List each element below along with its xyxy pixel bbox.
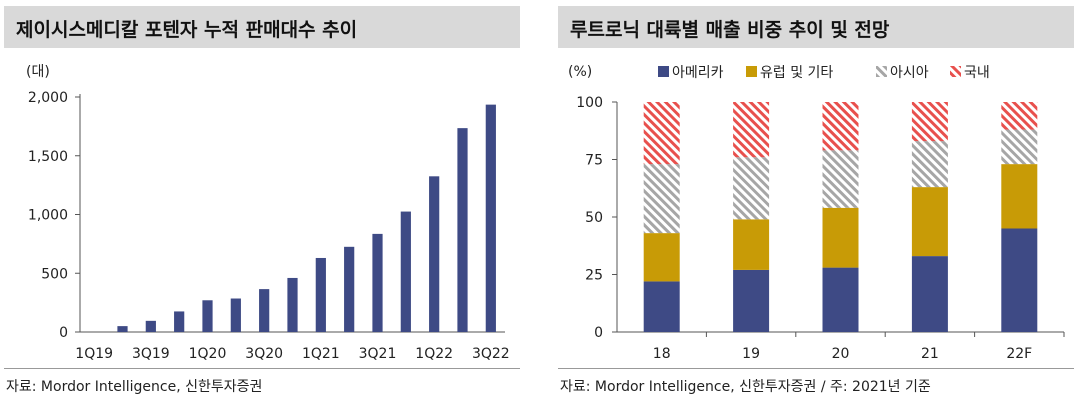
right-bar-22F-2 — [1001, 129, 1038, 165]
legend-swatch-1 — [746, 66, 757, 77]
left-ytick-label: 1,000 — [28, 208, 68, 224]
left-bar-2Q22 — [457, 128, 468, 332]
left-bar-4Q20 — [287, 277, 298, 332]
right-bar-20-3 — [822, 102, 859, 151]
left-xtick-label: 1Q22 — [415, 346, 453, 362]
right-xtick-label: 19 — [742, 346, 760, 362]
left-xtick-label: 3Q21 — [359, 346, 397, 362]
left-unit-label: (대) — [26, 64, 50, 80]
left-bar-4Q19 — [174, 311, 185, 332]
right-bar-20-1 — [822, 207, 859, 268]
left-bar-1Q21 — [315, 257, 326, 332]
left-bar-1Q20 — [202, 300, 213, 332]
left-xtick-label: 3Q19 — [132, 346, 170, 362]
right-bar-18-0 — [643, 281, 680, 332]
right-title-bar: 루트로닉 대륙별 매출 비중 추이 및 전망 — [558, 6, 1074, 48]
right-bar-22F-3 — [1001, 102, 1038, 130]
left-bar-2Q19 — [117, 326, 128, 332]
left-xtick-label: 1Q20 — [189, 346, 227, 362]
legend-swatch-3 — [950, 66, 961, 77]
right-bar-19-3 — [733, 102, 770, 158]
legend-label-0: 아메리카 — [672, 65, 724, 81]
left-divider — [4, 368, 520, 369]
left-bar-3Q20 — [259, 289, 270, 332]
right-unit-label: (%) — [568, 64, 592, 80]
right-ytick-label: 25 — [585, 268, 603, 284]
right-ytick-label: 0 — [594, 325, 603, 341]
right-xtick-label: 22F — [1006, 346, 1032, 362]
right-bar-19-2 — [733, 157, 770, 220]
left-title-bar: 제이시스메디칼 포텐자 누적 판매대수 추이 — [4, 6, 520, 48]
right-bar-18-2 — [643, 164, 680, 234]
left-xtick-label: 1Q21 — [302, 346, 340, 362]
right-bar-20-2 — [822, 150, 859, 208]
right-source: 자료: Mordor Intelligence, 신한투자증권 / 주: 202… — [560, 379, 931, 395]
legend-label-2: 아시아 — [890, 65, 929, 81]
legend-label-1: 유럽 및 기타 — [760, 65, 833, 81]
left-bar-4Q21 — [400, 211, 411, 332]
left-ytick-label: 1,500 — [28, 149, 68, 165]
right-bar-20-0 — [822, 267, 859, 332]
right-chart-title: 루트로닉 대륙별 매출 비중 추이 및 전망 — [570, 19, 890, 41]
left-bar-3Q21 — [372, 233, 383, 332]
right-bar-18-3 — [643, 102, 680, 165]
left-ytick-label: 2,000 — [28, 90, 68, 106]
left-chart-panel: 제이시스메디칼 포텐자 누적 판매대수 추이 (대) 0 500 1,000 1,500… — [0, 0, 524, 417]
right-bar-19-0 — [733, 269, 770, 332]
left-ytick-label: 500 — [41, 266, 68, 282]
legend-swatch-2 — [876, 66, 887, 77]
right-xtick-label: 21 — [921, 346, 939, 362]
right-bar-18-1 — [643, 233, 680, 282]
right-xtick-label: 20 — [832, 346, 850, 362]
left-bar-3Q22 — [485, 104, 496, 332]
right-chart-panel: 루트로닉 대륙별 매출 비중 추이 및 전망 (%) 아메리카 유럽 및 기타 아시아… — [554, 0, 1078, 417]
left-bar-2Q21 — [344, 246, 355, 332]
legend-label-3: 국내 — [964, 65, 990, 81]
right-bar-21-1 — [911, 187, 948, 257]
right-bar-22F-0 — [1001, 228, 1038, 332]
right-bar-19-1 — [733, 219, 770, 270]
left-bar-1Q22 — [429, 176, 440, 332]
right-ytick-label: 100 — [576, 95, 603, 111]
right-bar-21-3 — [911, 102, 948, 142]
left-xtick-label: 3Q20 — [245, 346, 283, 362]
left-bar-2Q20 — [230, 298, 241, 332]
left-ytick-label: 0 — [59, 325, 68, 341]
right-bar-21-2 — [911, 141, 948, 188]
right-bar-22F-1 — [1001, 164, 1038, 229]
right-bar-21-0 — [911, 256, 948, 332]
right-chart: (%) 아메리카 유럽 및 기타 아시아 국내 0 25 50 75 100 18 19 20 21 22F — [568, 64, 1065, 362]
right-xtick-label: 18 — [653, 346, 671, 362]
left-chart-title: 제이시스메디칼 포텐자 누적 판매대수 추이 — [16, 19, 358, 41]
legend-swatch-0 — [658, 66, 669, 77]
right-ytick-label: 75 — [585, 153, 603, 169]
left-bar-3Q19 — [145, 320, 156, 332]
left-chart: (대) 0 500 1,000 1,500 2,000 1Q19 3Q19 1Q20 3Q20 1Q… — [26, 64, 510, 362]
right-divider — [558, 368, 1074, 369]
left-xtick-label: 3Q22 — [472, 346, 510, 362]
left-xtick-label: 1Q19 — [75, 346, 113, 362]
left-source: 자료: Mordor Intelligence, 신한투자증권 — [6, 379, 263, 395]
right-ytick-label: 50 — [585, 210, 603, 226]
